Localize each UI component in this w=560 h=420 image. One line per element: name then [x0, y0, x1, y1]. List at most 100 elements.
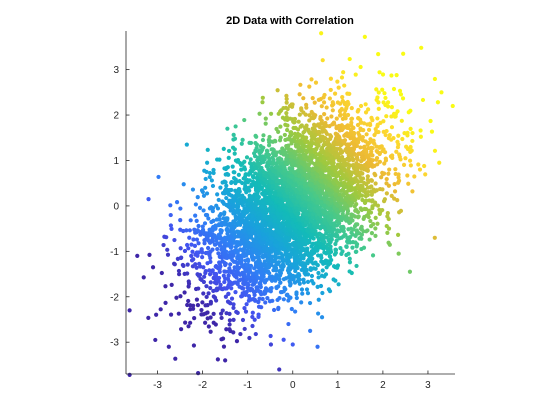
scatter-point [233, 214, 238, 219]
scatter-point [185, 262, 190, 267]
scatter-point [288, 116, 293, 121]
scatter-point [370, 117, 375, 123]
scatter-point [239, 277, 244, 282]
scatter-point [226, 291, 231, 296]
scatter-point [381, 100, 386, 105]
scatter-point [233, 158, 238, 163]
scatter-point [435, 100, 441, 105]
scatter-point [232, 147, 237, 152]
scatter-point [278, 273, 283, 278]
scatter-point [177, 272, 182, 277]
scatter-point [400, 136, 405, 142]
scatter-point [223, 294, 228, 299]
scatter-point [258, 282, 263, 288]
scatter-point [334, 153, 339, 158]
scatter-point [312, 147, 317, 152]
scatter-point [380, 87, 385, 92]
scatter-point [252, 266, 257, 271]
scatter-point [256, 195, 261, 200]
scatter-point [195, 302, 201, 308]
scatter-point [227, 269, 232, 274]
scatter-point [340, 249, 345, 254]
scatter-point [200, 300, 205, 305]
scatter-point [358, 145, 363, 150]
scatter-point [280, 220, 285, 225]
scatter-point [246, 245, 251, 250]
scatter-point [242, 228, 247, 233]
scatter-point [205, 316, 210, 321]
scatter-point [291, 262, 297, 267]
scatter-point [304, 211, 309, 217]
scatter-point [342, 125, 347, 130]
scatter-point [154, 312, 159, 317]
scatter-point [309, 160, 314, 165]
scatter-point [254, 219, 259, 225]
scatter-point [375, 162, 380, 167]
scatter-point [300, 144, 305, 149]
scatter-point [299, 226, 304, 231]
scatter-point [331, 165, 336, 170]
scatter-point [328, 87, 333, 93]
scatter-point [217, 213, 222, 219]
scatter-point [227, 192, 232, 197]
scatter-point [397, 88, 403, 93]
scatter-point [296, 185, 301, 190]
scatter-point [398, 157, 403, 162]
scatter-point [355, 157, 360, 162]
scatter-point [341, 226, 346, 231]
scatter-point [174, 295, 179, 300]
scatter-point [293, 245, 298, 250]
scatter-point [393, 167, 398, 172]
scatter-point [322, 178, 327, 183]
scatter-point [376, 106, 381, 111]
scatter-point [285, 268, 291, 273]
scatter-point [296, 119, 301, 124]
scatter-point [262, 289, 268, 294]
scatter-point [283, 205, 288, 210]
scatter-point [343, 197, 349, 202]
scatter-point [159, 270, 164, 276]
scatter-point [196, 223, 201, 229]
scatter-point [257, 168, 262, 173]
scatter-point [260, 296, 265, 302]
scatter-point [222, 279, 227, 285]
scatter-point [292, 116, 298, 122]
scatter-point [371, 222, 376, 227]
scatter-point [337, 125, 342, 130]
scatter-point [285, 187, 290, 192]
scatter-point [365, 168, 371, 173]
scatter-point [208, 285, 213, 291]
scatter-point [222, 237, 227, 243]
scatter-point [377, 70, 382, 75]
scatter-point [186, 324, 191, 329]
scatter-point [339, 75, 345, 80]
scatter-point [346, 251, 351, 256]
scatter-point [288, 157, 294, 162]
scatter-point [260, 100, 265, 105]
scatter-point [198, 276, 203, 282]
scatter-point [350, 232, 355, 237]
scatter-point [223, 172, 228, 177]
scatter-point [335, 196, 341, 202]
scatter-point [158, 307, 163, 312]
scatter-point [200, 224, 205, 229]
scatter-point [202, 241, 207, 246]
scatter-point [261, 201, 266, 206]
scatter-point [358, 175, 363, 180]
scatter-point [271, 232, 276, 237]
scatter-point [284, 240, 289, 245]
scatter-point [412, 174, 417, 179]
scatter-point [355, 166, 360, 172]
scatter-point [253, 133, 258, 138]
plot-area [127, 31, 455, 378]
scatter-point [334, 147, 339, 152]
scatter-point [264, 185, 270, 190]
scatter-point [326, 142, 331, 148]
scatter-point [351, 166, 357, 171]
scatter-point [260, 159, 266, 164]
scatter-point [432, 76, 438, 82]
scatter-point [227, 322, 232, 327]
scatter-point [323, 272, 329, 277]
scatter-point [200, 189, 205, 195]
scatter-point [292, 182, 297, 187]
